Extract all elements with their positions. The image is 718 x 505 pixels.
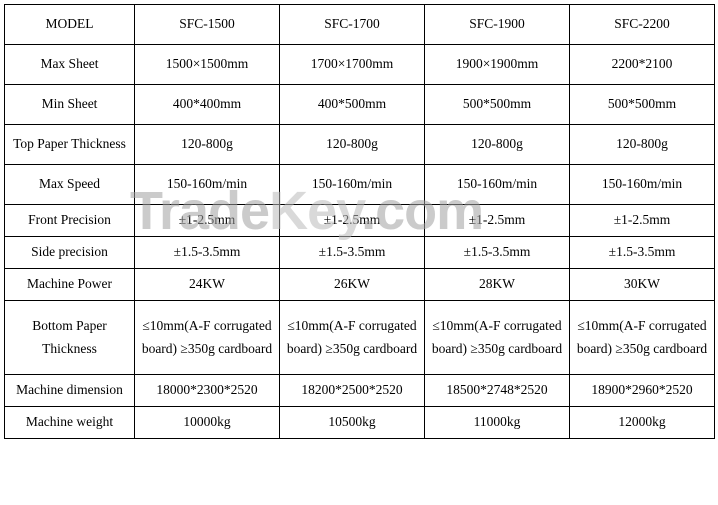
spec-table: MODEL SFC-1500 SFC-1700 SFC-1900 SFC-220… bbox=[4, 4, 715, 439]
row-label: Side precision bbox=[5, 237, 135, 269]
cell: 30KW bbox=[570, 269, 715, 301]
cell: 500*500mm bbox=[425, 85, 570, 125]
cell: 120-800g bbox=[135, 125, 280, 165]
header-sfc1700: SFC-1700 bbox=[280, 5, 425, 45]
cell: ±1-2.5mm bbox=[570, 205, 715, 237]
cell: 18200*2500*2520 bbox=[280, 375, 425, 407]
cell: 1900×1900mm bbox=[425, 45, 570, 85]
cell: 150-160m/min bbox=[135, 165, 280, 205]
table-row: Max Sheet 1500×1500mm 1700×1700mm 1900×1… bbox=[5, 45, 715, 85]
table-row: Machine weight 10000kg 10500kg 11000kg 1… bbox=[5, 407, 715, 439]
header-model: MODEL bbox=[5, 5, 135, 45]
cell: 10500kg bbox=[280, 407, 425, 439]
cell: 28KW bbox=[425, 269, 570, 301]
cell: 500*500mm bbox=[570, 85, 715, 125]
row-label: Machine Power bbox=[5, 269, 135, 301]
table-row: Top Paper Thickness 120-800g 120-800g 12… bbox=[5, 125, 715, 165]
table-row: Bottom Paper Thickness ≤10mm(A-F corruga… bbox=[5, 301, 715, 375]
cell: ±1.5-3.5mm bbox=[425, 237, 570, 269]
cell: 18000*2300*2520 bbox=[135, 375, 280, 407]
cell: 120-800g bbox=[570, 125, 715, 165]
cell: ≤10mm(A-F corrugated board) ≥350g cardbo… bbox=[280, 301, 425, 375]
table-row: Max Speed 150-160m/min 150-160m/min 150-… bbox=[5, 165, 715, 205]
cell: ±1.5-3.5mm bbox=[280, 237, 425, 269]
cell: 10000kg bbox=[135, 407, 280, 439]
cell: ±1-2.5mm bbox=[135, 205, 280, 237]
table-row: Front Precision ±1-2.5mm ±1-2.5mm ±1-2.5… bbox=[5, 205, 715, 237]
cell: 120-800g bbox=[425, 125, 570, 165]
cell: ≤10mm(A-F corrugated board) ≥350g cardbo… bbox=[425, 301, 570, 375]
cell: 150-160m/min bbox=[570, 165, 715, 205]
header-sfc2200: SFC-2200 bbox=[570, 5, 715, 45]
cell: 18900*2960*2520 bbox=[570, 375, 715, 407]
cell: 24KW bbox=[135, 269, 280, 301]
cell: 11000kg bbox=[425, 407, 570, 439]
cell: 150-160m/min bbox=[425, 165, 570, 205]
cell: ±1.5-3.5mm bbox=[570, 237, 715, 269]
cell: ≤10mm(A-F corrugated board) ≥350g cardbo… bbox=[570, 301, 715, 375]
row-label: Top Paper Thickness bbox=[5, 125, 135, 165]
cell: 120-800g bbox=[280, 125, 425, 165]
table-header-row: MODEL SFC-1500 SFC-1700 SFC-1900 SFC-220… bbox=[5, 5, 715, 45]
cell: 12000kg bbox=[570, 407, 715, 439]
row-label: Max Sheet bbox=[5, 45, 135, 85]
cell: 2200*2100 bbox=[570, 45, 715, 85]
table-row: Machine Power 24KW 26KW 28KW 30KW bbox=[5, 269, 715, 301]
cell: ±1.5-3.5mm bbox=[135, 237, 280, 269]
table-row: Side precision ±1.5-3.5mm ±1.5-3.5mm ±1.… bbox=[5, 237, 715, 269]
cell: ±1-2.5mm bbox=[425, 205, 570, 237]
row-label: Bottom Paper Thickness bbox=[5, 301, 135, 375]
cell: 150-160m/min bbox=[280, 165, 425, 205]
header-sfc1500: SFC-1500 bbox=[135, 5, 280, 45]
cell: 18500*2748*2520 bbox=[425, 375, 570, 407]
row-label: Machine weight bbox=[5, 407, 135, 439]
table-row: Min Sheet 400*400mm 400*500mm 500*500mm … bbox=[5, 85, 715, 125]
cell: 1700×1700mm bbox=[280, 45, 425, 85]
cell: ≤10mm(A-F corrugated board) ≥350g cardbo… bbox=[135, 301, 280, 375]
row-label: Front Precision bbox=[5, 205, 135, 237]
cell: 400*500mm bbox=[280, 85, 425, 125]
table-row: Machine dimension 18000*2300*2520 18200*… bbox=[5, 375, 715, 407]
row-label: Min Sheet bbox=[5, 85, 135, 125]
cell: 26KW bbox=[280, 269, 425, 301]
row-label: Machine dimension bbox=[5, 375, 135, 407]
cell: 400*400mm bbox=[135, 85, 280, 125]
header-sfc1900: SFC-1900 bbox=[425, 5, 570, 45]
cell: ±1-2.5mm bbox=[280, 205, 425, 237]
cell: 1500×1500mm bbox=[135, 45, 280, 85]
row-label: Max Speed bbox=[5, 165, 135, 205]
